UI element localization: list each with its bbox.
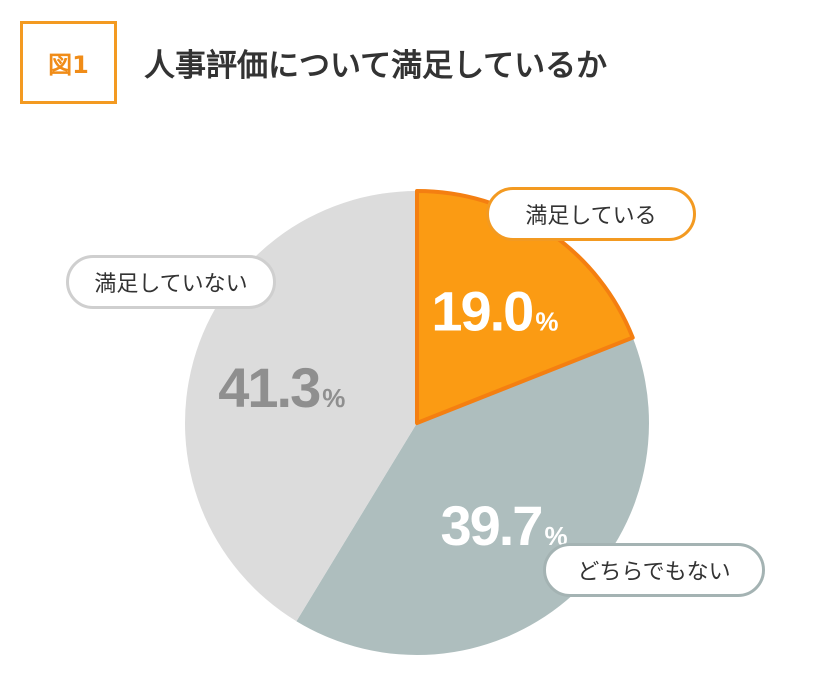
chart-title: 人事評価について満足しているか: [144, 48, 608, 84]
callout-neutral: どちらでもない: [543, 543, 765, 597]
pie-unit-satisfied: %: [535, 306, 558, 336]
callout-dissatisfied: 満足していない: [66, 255, 276, 309]
callout-satisfied: 満足している: [486, 187, 696, 241]
pie-value-satisfied: 19.0: [431, 279, 532, 342]
pie-label-dissatisfied: 41.3%: [218, 356, 345, 419]
pie-value-dissatisfied: 41.3: [218, 356, 320, 419]
pie-unit-dissatisfied: %: [322, 383, 345, 413]
pie-label-satisfied: 19.0%: [431, 279, 558, 342]
pie-value-neutral: 39.7: [440, 494, 541, 557]
figure-label: 図1: [20, 21, 117, 104]
